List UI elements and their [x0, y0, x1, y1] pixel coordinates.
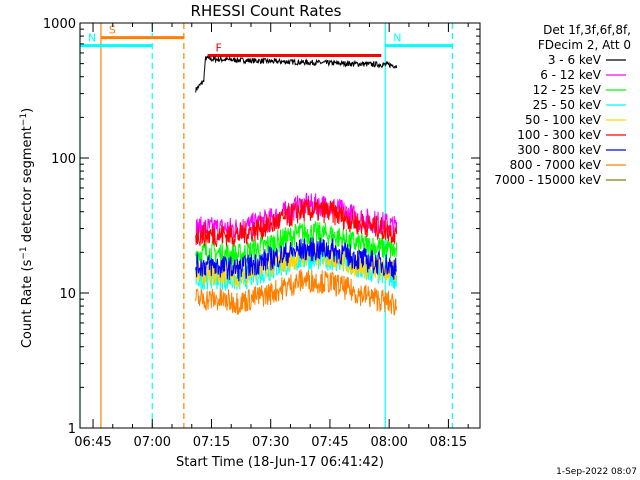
legend-label: 3 - 6 keV	[548, 53, 602, 67]
legend-label: 100 - 300 keV	[517, 128, 601, 142]
legend: Det 1f,3f,6f,8f, FDecim 2, Att 0 3 - 6 k…	[494, 23, 631, 187]
y-tick-label: 100	[51, 152, 76, 167]
flag-label-n: N	[88, 32, 96, 45]
legend-label: 25 - 50 keV	[533, 98, 602, 112]
y-axis-label-exp2: −1	[19, 113, 29, 126]
y-tick-label: 10	[59, 287, 76, 302]
y-axis-label-exp1: −1	[19, 246, 29, 259]
legend-label: 800 - 7000 keV	[510, 158, 602, 172]
y-tick-label: 1000	[43, 17, 76, 32]
x-tick-label: 07:00	[134, 435, 171, 450]
series-line	[195, 237, 398, 282]
legend-label: 7000 - 15000 keV	[494, 173, 601, 187]
y-axis-ticks: 1 10 100 1000	[43, 17, 480, 437]
x-tick-label: 06:45	[74, 435, 111, 450]
plot-frame	[79, 22, 481, 429]
series-line	[195, 55, 398, 93]
x-tick-label: 07:30	[252, 435, 289, 450]
legend-label: 6 - 12 keV	[540, 68, 602, 82]
attenuator-flags: SN NF	[80, 24, 453, 57]
legend-label: 300 - 800 keV	[517, 143, 601, 157]
flag-label-s: S	[109, 24, 116, 37]
legend-label: 12 - 25 keV	[533, 83, 602, 97]
legend-label: 50 - 100 keV	[525, 113, 602, 127]
flag-label-n: N	[393, 32, 401, 45]
y-axis-label-mid: detector segment	[20, 126, 35, 246]
series-line	[195, 268, 398, 316]
footer-timestamp: 1-Sep-2022 08:07	[556, 467, 637, 477]
flag-label-f: F	[216, 41, 222, 54]
series-line	[195, 198, 398, 248]
x-tick-label: 08:00	[370, 435, 407, 450]
x-tick-label: 08:15	[430, 435, 467, 450]
x-axis-label: Start Time (18-Jun-17 06:41:42)	[176, 455, 384, 470]
y-axis-label: Count Rate (s−1 detector segment−1)	[19, 108, 35, 348]
y-tick-label: 1	[68, 422, 76, 437]
legend-header-2: FDecim 2, Att 0	[538, 38, 631, 52]
x-tick-label: 07:15	[193, 435, 230, 450]
y-axis-label-main: Count Rate (s	[20, 259, 35, 348]
legend-header-1: Det 1f,3f,6f,8f,	[543, 23, 631, 37]
chart-title: RHESSI Count Rates	[191, 2, 342, 20]
x-axis-ticks: 06:45 07:00 07:15 07:30 07:45 08:00 08:15	[74, 23, 469, 450]
series-lines	[195, 55, 398, 316]
y-axis-label-end: )	[20, 108, 35, 113]
x-tick-label: 07:45	[311, 435, 348, 450]
